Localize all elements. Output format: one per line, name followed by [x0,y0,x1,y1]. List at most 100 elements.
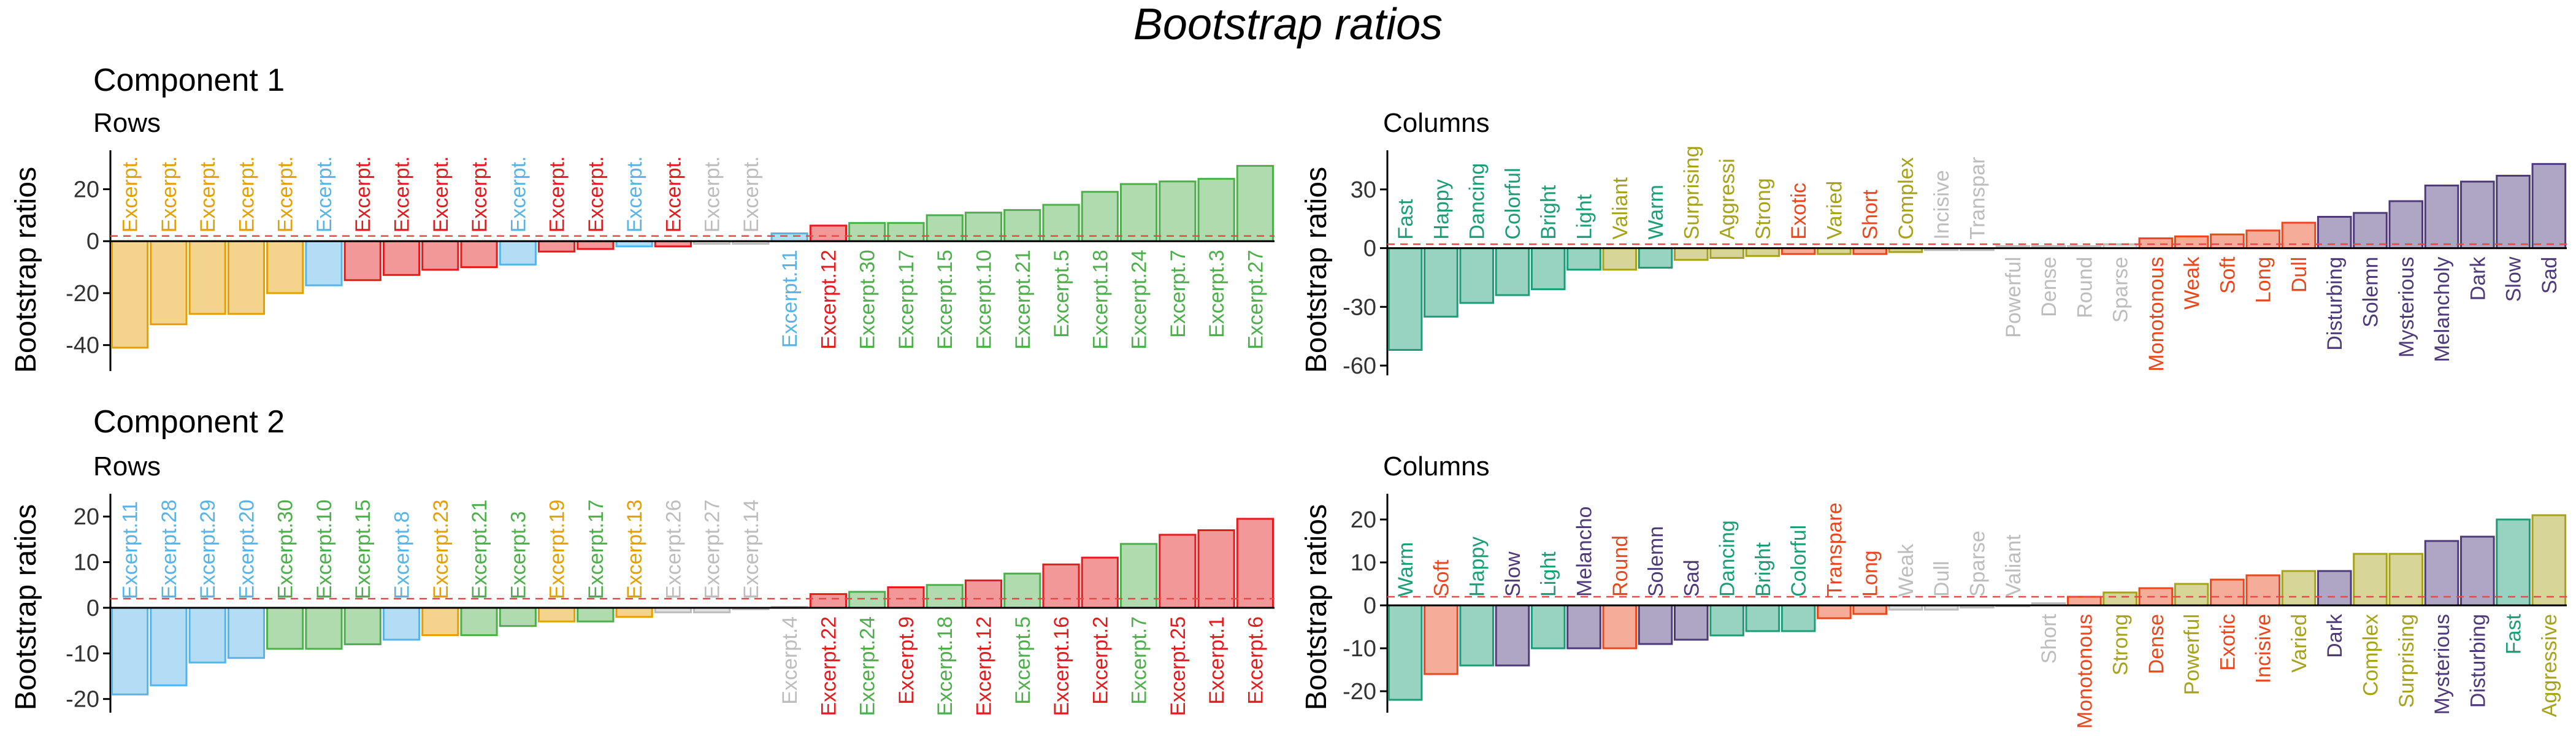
bar-sad [1674,604,1709,641]
bar-excerpt-19 [537,607,576,623]
bar-label: Excerpt.14 [740,499,763,599]
bar-label: Excerpt. [391,156,414,233]
bar-excerpt-15 [926,214,964,242]
bar-aggressive [2531,514,2567,607]
bar-label: Soft [2216,256,2239,294]
bar-label: Excerpt.16 [1050,616,1073,716]
y-tick-label: 0 [86,596,99,621]
bar-complex [2353,553,2388,607]
y-tick-label: 20 [1351,507,1376,533]
bar-label: Happy [1430,179,1453,239]
bar-round [1602,604,1638,650]
bar-label: Excerpt.28 [158,499,181,599]
bar-label: Powerful [2180,614,2204,695]
bar-label: Varied [2288,614,2311,673]
bar-label: Excerpt. [701,156,724,233]
bar-label: Excerpt. [313,156,336,233]
bar-colorful [1495,247,1530,296]
y-axis-label: Bootstrap ratios [1300,167,1333,373]
bar-label: Transpare [1823,502,1846,597]
bar-excerpt-2 [460,240,498,269]
bar-bright [1530,247,1566,291]
panel-component-title: Component 2 [93,404,285,440]
bar-dark [2317,570,2352,607]
y-axis-label: Bootstrap ratios [10,504,42,710]
y-tick-label: -60 [1343,353,1376,379]
bar-fast [2496,518,2531,607]
y-tick-label: 0 [1363,593,1376,619]
bar-transparent [1817,604,1852,619]
bar-label: Excerpt.23 [429,499,453,599]
bar-excerpt-12 [964,579,1003,609]
bar-label: Excerpt.15 [351,499,375,599]
bar-surprising [1674,247,1709,261]
bar-excerpt-22 [188,240,226,315]
bar-label: Bright [1537,185,1560,239]
bar-weak [2174,235,2209,250]
bar-label: Warm [1394,542,1417,597]
bar-excerpt-15 [343,607,381,645]
panel-component1-columns: Columns Bootstrap ratios -60 -30 0 30 Fast Ha… [1300,108,2567,379]
bar-label: Aggressive [2538,614,2561,717]
bar-label: Excerpt. [546,156,569,233]
bar-label: Sparse [1966,531,1990,597]
bar-label: Excerpt.30 [274,499,297,599]
bar-label: Mysterious [2395,257,2418,358]
bar-label: Dense [2037,257,2061,317]
bar-excerpt-24 [1119,183,1158,242]
bar-label: Excerpt.20 [235,499,258,599]
bar-excerpt-18 [926,584,964,609]
bar-strong [1745,247,1781,257]
bar-label: Excerpt.21 [468,499,491,599]
bar-excerpt-6 [343,240,381,282]
bar-excerpt-16 [1042,563,1080,609]
bar-label: Excerpt.24 [1128,250,1151,350]
bar-label: Excerpt. [507,156,530,233]
bar-label: Excerpt. [196,156,220,233]
bar-label: Sparse [2109,257,2133,323]
panel-component1-rows: Component 1 Rows Bootstrap ratios -40 -20… [10,63,1275,373]
bar-label: Dark [2466,256,2490,301]
bar-mysterious [2424,540,2459,607]
y-tick-label: 0 [1363,236,1376,262]
bar-label: Strong [2109,614,2133,675]
bar-label: Valiant [2002,534,2025,597]
bar-label: Excerpt. [662,156,685,233]
bar-excerpt-3 [1197,178,1235,242]
bar-label: Excerpt.24 [856,616,880,716]
bar-label: Excerpt.8 [391,511,414,599]
bar-excerpt-23 [111,240,149,349]
bar-label: Excerpt.5 [1011,616,1035,705]
bar-label: Aggressi [1716,158,1739,239]
bar-label: Excerpt.30 [856,250,880,350]
bar-label: Excerpt.19 [546,499,569,599]
bar-disturbing [2460,535,2495,607]
bar-long [2245,229,2280,250]
bar-label: Excerpt.10 [973,250,996,350]
bar-label: Disturbing [2323,257,2347,351]
bar-label: Dense [2145,614,2168,674]
bar-excerpt-28 [150,607,188,686]
panel-subtitle: Columns [1383,451,1490,481]
bar-excerpt-7 [1119,543,1158,609]
bar-disturbing [2317,216,2352,250]
bar-label: Excerpt.11 [778,250,802,348]
bar-label: Excerpt. [351,156,375,233]
bar-label: Long [1859,550,1882,597]
bar-label: Excerpt.6 [1244,616,1267,705]
bar-label: Excerpt.18 [1089,250,1112,350]
bar-excerpt-12 [809,224,848,242]
bar-label: Soft [1430,559,1453,597]
bar-excerpt-6 [1236,518,1274,609]
bar-excerpt-14 [305,240,343,286]
bar-excerpt-30 [848,222,886,242]
bar-excerpt-11 [111,607,149,696]
bar-label: Excerpt.3 [1205,250,1229,338]
bar-long [1852,604,1887,615]
bar-excerpt-5 [1003,572,1041,609]
bar-slow [1495,604,1530,667]
bar-label: Mysterious [2431,614,2454,715]
bar-label: Surprising [2395,614,2418,708]
bar-label: Excerpt.11 [119,501,142,599]
